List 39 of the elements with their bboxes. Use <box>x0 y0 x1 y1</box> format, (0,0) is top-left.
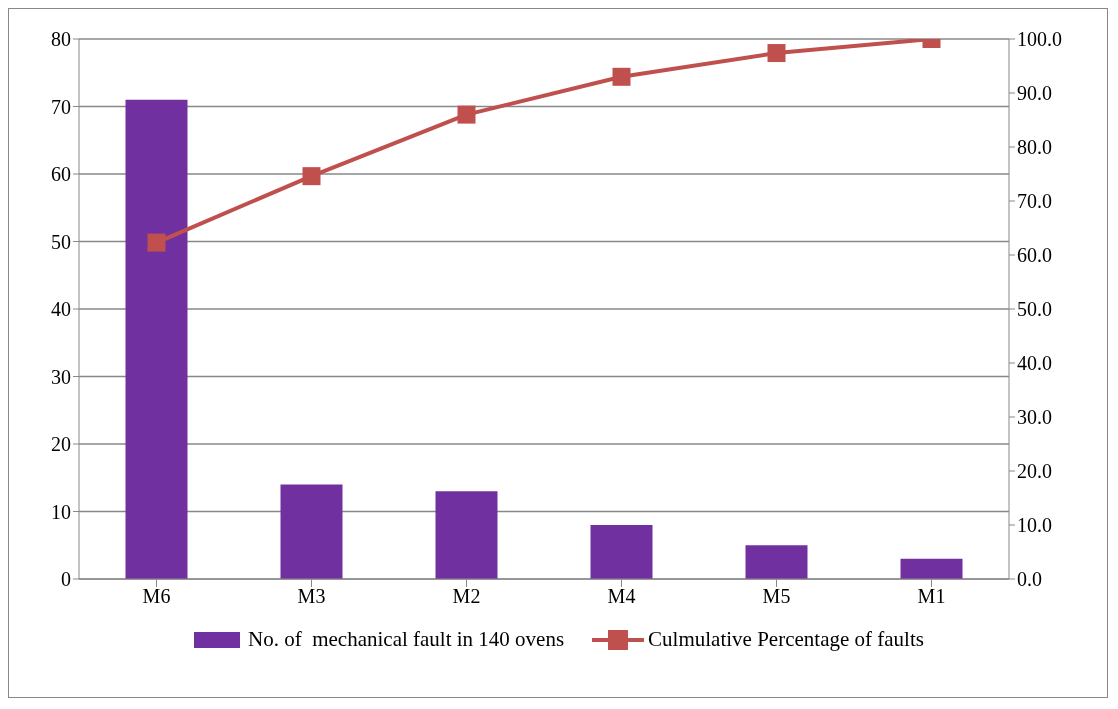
y2-tick-label: 100.0 <box>1017 28 1062 51</box>
point <box>457 105 476 124</box>
x-tick-label: M4 <box>607 585 636 608</box>
y2-tick-label: 40.0 <box>1017 352 1052 375</box>
y2-tick-label: 0.0 <box>1017 568 1042 591</box>
bar <box>280 484 343 579</box>
y2-tick-label: 50.0 <box>1017 298 1052 321</box>
y-tick-label: 50 <box>51 230 71 253</box>
bar <box>125 99 188 579</box>
bar <box>900 558 963 579</box>
bar <box>435 491 498 579</box>
y-tick-label: 60 <box>51 163 71 186</box>
y-tick-label: 10 <box>51 500 71 523</box>
y-tick-label: 0 <box>61 568 71 591</box>
bar <box>590 525 653 579</box>
point <box>302 167 321 186</box>
x-tick-label: M5 <box>762 585 791 608</box>
y-tick-label: 40 <box>51 298 71 321</box>
point <box>612 67 631 86</box>
legend-label: Culmulative Percentage of faults <box>648 627 924 652</box>
y-tick-label: 30 <box>51 365 71 388</box>
y-tick-label: 80 <box>51 28 71 51</box>
y2-tick-label: 30.0 <box>1017 406 1052 429</box>
point <box>767 44 786 63</box>
y2-tick-label: 60.0 <box>1017 244 1052 267</box>
legend-label: No. of mechanical fault in 140 ovens <box>248 627 565 652</box>
x-tick-label: M6 <box>142 585 171 608</box>
bar <box>745 545 808 579</box>
y2-tick-label: 20.0 <box>1017 460 1052 483</box>
y2-tick-label: 80.0 <box>1017 136 1052 159</box>
y2-tick-label: 10.0 <box>1017 514 1052 537</box>
point <box>147 233 166 252</box>
y-tick-label: 70 <box>51 95 71 118</box>
y-tick-label: 20 <box>51 433 71 456</box>
y2-tick-label: 70.0 <box>1017 190 1052 213</box>
y2-tick-label: 90.0 <box>1017 82 1052 105</box>
x-tick-label: M3 <box>297 585 326 608</box>
x-tick-label: M1 <box>917 585 946 608</box>
x-tick-label: M2 <box>452 585 481 608</box>
